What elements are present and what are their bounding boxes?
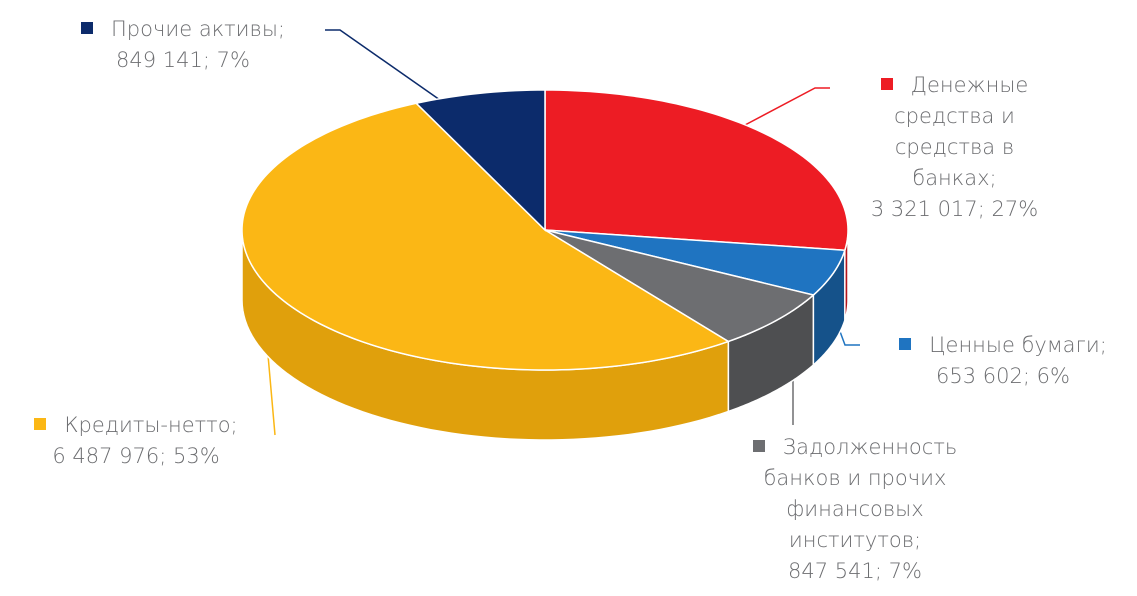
legend-swatch: [880, 78, 893, 90]
slice-label: Прочие активы; 849 141; 7%: [53, 14, 313, 76]
legend-swatch: [34, 418, 47, 430]
category-label: Денежные средства и средства в банках;: [894, 73, 1029, 190]
slice-label: Задолженность банков и прочих финансовых…: [745, 432, 965, 587]
value-label: 6 487 976; 53%: [52, 444, 220, 468]
value-label: 3 321 017; 27%: [870, 197, 1039, 221]
slice: [544, 229, 815, 343]
legend-swatch: [81, 22, 94, 34]
slice-label: Ценные бумаги; 653 602; 6%: [873, 330, 1133, 392]
slice: [544, 89, 849, 252]
slice: [414, 89, 546, 232]
value-label: 653 602; 6%: [936, 364, 1070, 388]
leader-line: [744, 87, 830, 126]
legend-swatch: [752, 440, 765, 452]
category-label: Ценные бумаги;: [929, 333, 1107, 357]
value-label: 849 141; 7%: [116, 48, 250, 72]
leader-line: [267, 354, 276, 436]
slice: [544, 229, 846, 296]
category-label: Кредиты-нетто;: [64, 413, 238, 437]
category-label: Прочие активы;: [111, 17, 285, 41]
slice-label: Кредиты-нетто; 6 487 976; 53%: [6, 410, 266, 472]
category-label: Задолженность банков и прочих финансовых…: [763, 435, 958, 552]
slice: [241, 102, 731, 371]
leader-line: [325, 29, 441, 101]
slice-label: Денежные средства и средства в банках; 3 …: [852, 70, 1057, 225]
legend-swatch: [899, 338, 912, 350]
value-label: 847 541; 7%: [788, 559, 922, 583]
